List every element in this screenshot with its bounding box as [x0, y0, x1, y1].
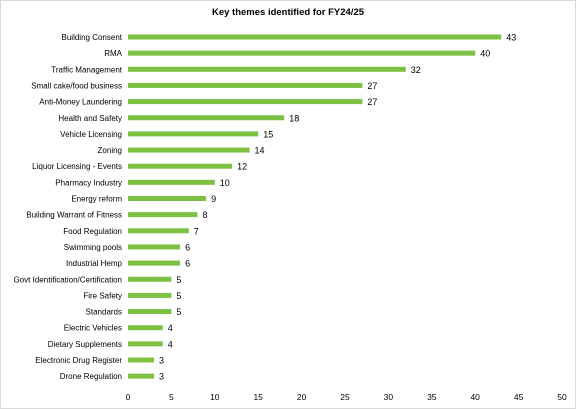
x-tick-label: 40 [470, 392, 480, 402]
bar [128, 82, 363, 88]
category-label: Standards [86, 308, 122, 317]
x-tick-label: 25 [340, 392, 350, 402]
x-tick-label: 0 [126, 392, 131, 402]
value-label: 15 [263, 129, 273, 139]
value-label: 3 [159, 372, 164, 382]
chart-title: Key themes identified for FY24/25 [211, 7, 365, 18]
value-label: 5 [176, 275, 181, 285]
value-label: 6 [185, 242, 190, 252]
value-label: 32 [411, 65, 421, 75]
bar [128, 228, 189, 234]
x-tick-label: 35 [427, 392, 437, 402]
x-tick-label: 30 [384, 392, 394, 402]
x-tick-label: 5 [169, 392, 174, 402]
value-label: 8 [202, 210, 207, 220]
x-tick-label: 15 [253, 392, 263, 402]
value-label: 27 [367, 81, 377, 91]
bar [128, 196, 207, 201]
category-label: Dietary Supplements [48, 340, 122, 349]
value-label: 3 [159, 356, 164, 366]
bar [128, 115, 285, 121]
bar [128, 292, 172, 298]
value-label: 5 [176, 291, 181, 301]
bar [128, 276, 172, 282]
x-tick-label: 45 [514, 392, 524, 402]
category-label: Zoning [98, 146, 122, 155]
category-label: Pharmacy Industry [55, 178, 122, 187]
value-label: 27 [367, 97, 377, 107]
bar [128, 50, 476, 56]
bar [128, 341, 163, 347]
category-label: Anti-Money Laundering [39, 98, 122, 107]
bar [128, 66, 406, 72]
bar [128, 34, 502, 40]
category-label: Building Warrant of Fitness [26, 211, 122, 220]
bar [128, 244, 181, 250]
bar [128, 163, 233, 169]
bar [128, 260, 181, 266]
category-label: Small cake/food business [31, 81, 122, 90]
x-tick-label: 50 [557, 392, 567, 402]
category-label: Building Consent [62, 33, 123, 42]
category-label: Energy reform [71, 195, 122, 204]
category-label: Liquor Licensing - Events [32, 162, 122, 171]
category-label: Traffic Management [51, 65, 122, 74]
bar [128, 179, 215, 185]
bar [128, 147, 250, 153]
value-label: 40 [480, 49, 490, 59]
bar [128, 131, 259, 137]
bar [128, 309, 172, 315]
category-label: Health and Safety [58, 114, 122, 123]
value-label: 4 [168, 323, 173, 333]
category-label: Vehicle Licensing [60, 130, 122, 139]
x-tick-label: 20 [297, 392, 307, 402]
category-label: Fire Safety [83, 291, 122, 300]
value-label: 10 [220, 178, 230, 188]
category-label: RMA [104, 49, 122, 58]
value-label: 5 [176, 307, 181, 317]
category-label: Drone Regulation [60, 372, 122, 381]
bar [128, 325, 163, 331]
x-tick-label: 10 [210, 392, 220, 402]
bar [128, 373, 155, 379]
value-label: 14 [255, 146, 265, 156]
category-label: Electric Vehicles [64, 324, 122, 333]
bar [128, 99, 363, 105]
value-label: 6 [185, 259, 190, 269]
value-label: 9 [211, 194, 216, 204]
bar [128, 212, 198, 218]
category-label: Swimming pools [64, 243, 122, 252]
value-label: 18 [289, 113, 299, 123]
category-label: Food Regulation [63, 227, 122, 236]
category-label: Govt Identification/Certification [14, 275, 123, 284]
value-label: 7 [194, 226, 199, 236]
category-label: Industrial Hemp [66, 259, 123, 268]
value-label: 12 [237, 162, 247, 172]
value-label: 43 [506, 33, 516, 43]
value-label: 4 [168, 339, 173, 349]
bar [128, 357, 155, 363]
category-label: Electronic Drug Register [35, 356, 122, 365]
